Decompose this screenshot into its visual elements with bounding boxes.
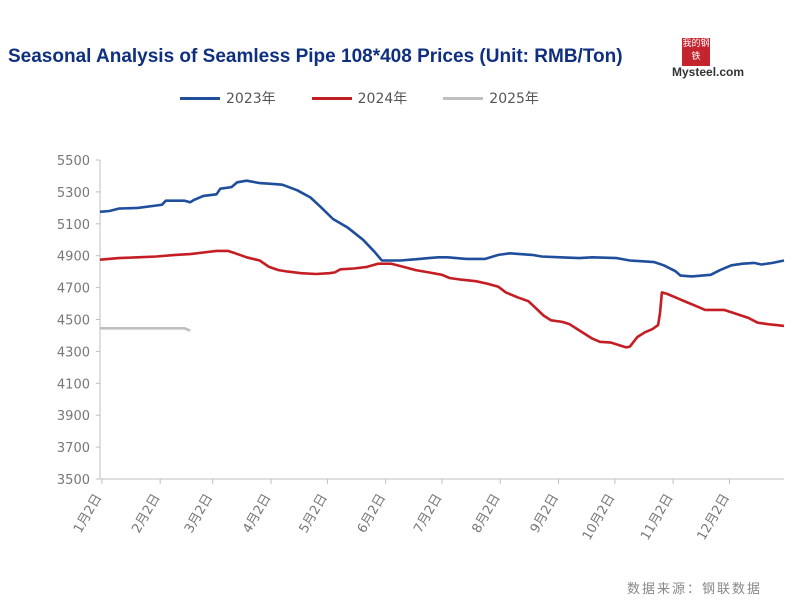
- mysteel-logo: 我的钢铁 Mysteel.com: [672, 38, 754, 86]
- logo-brand-text: Mysteel.com: [672, 65, 745, 79]
- logo-mark-icon: 我的钢铁: [682, 38, 710, 66]
- y-tick-label: 3500: [57, 473, 90, 488]
- legend-item-2024: 2024年: [311, 88, 408, 108]
- chart-legend: 2023年 2024年 2025年: [180, 86, 539, 110]
- legend-swatch-2024: [311, 96, 352, 100]
- x-tick-label: 1月2日: [71, 492, 105, 536]
- y-tick-label: 3700: [57, 441, 90, 456]
- x-tick-label: 10月2日: [580, 492, 618, 544]
- x-tick-label: 4月2日: [240, 492, 274, 536]
- y-tick-label: 4900: [57, 250, 90, 265]
- y-tick-label: 4700: [57, 282, 90, 297]
- legend-label-2025: 2025年: [489, 91, 539, 107]
- y-tick-label: 4500: [57, 314, 90, 329]
- data-source-note: 数据来源：钢联数据: [626, 582, 762, 597]
- legend-label-2023: 2023年: [226, 91, 276, 107]
- series-line-2023: [99, 179, 785, 278]
- x-tick-label: 6月2日: [355, 492, 389, 536]
- x-tick-label: 3月2日: [182, 492, 216, 536]
- legend-item-2025: 2025年: [443, 88, 539, 108]
- y-tick-label: 3900: [57, 409, 90, 424]
- x-tick-label: 11月2日: [638, 492, 676, 544]
- x-tick-label: 8月2日: [469, 492, 503, 536]
- x-tick-label: 9月2日: [528, 492, 562, 536]
- y-tick-label: 5300: [57, 186, 90, 201]
- series-line-2025: [100, 327, 191, 332]
- x-tick-label: 12月2日: [695, 492, 733, 544]
- y-tick-label: 4300: [57, 345, 90, 360]
- y-tick-label: 4100: [57, 377, 90, 392]
- x-tick-label: 7月2日: [411, 492, 445, 536]
- legend-label-2024: 2024年: [357, 91, 408, 107]
- x-tick-label: 5月2日: [297, 492, 331, 536]
- legend-swatch-2025: [443, 96, 484, 100]
- legend-item-2023: 2023年: [180, 88, 276, 108]
- legend-swatch-2023: [180, 96, 220, 100]
- x-tick-label: 2月2日: [129, 492, 163, 536]
- chart-title: Seasonal Analysis of Seamless Pipe 108*4…: [8, 46, 623, 67]
- y-tick-label: 5100: [57, 218, 90, 233]
- series-line-2024: [99, 249, 785, 349]
- y-tick-label: 5500: [57, 154, 90, 169]
